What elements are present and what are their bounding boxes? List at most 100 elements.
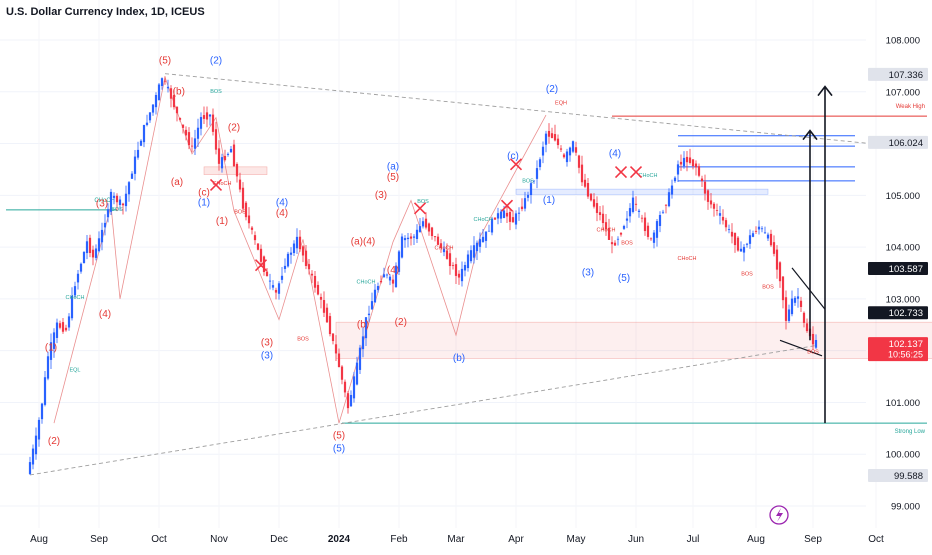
candle-body — [109, 191, 113, 212]
smc-label: EQL — [69, 367, 80, 373]
candle-body — [805, 323, 809, 332]
candle-body — [235, 163, 239, 177]
smc-label: BOS — [234, 209, 246, 215]
candle-body — [442, 248, 446, 253]
candle-body — [406, 237, 410, 240]
candle-body — [31, 448, 35, 465]
candle-body — [733, 232, 737, 246]
candle-body — [124, 193, 128, 207]
candle-body — [58, 323, 62, 328]
candle-body — [214, 129, 218, 150]
wave-label: (4) — [276, 208, 288, 219]
wave-label: (1) — [216, 216, 228, 227]
x-tick-label: Oct — [151, 534, 167, 545]
candle-body — [757, 226, 761, 230]
candle-body — [739, 248, 743, 252]
candle-body — [589, 193, 593, 201]
x-tick-label: Mar — [447, 534, 465, 545]
candle-body — [82, 251, 86, 264]
candle-body — [238, 179, 242, 190]
x-tick-label: May — [567, 534, 586, 545]
candle-body — [685, 156, 689, 163]
candle-body — [70, 295, 74, 319]
candle-body — [316, 284, 320, 295]
wave-label: (2) — [210, 55, 222, 66]
candle-body — [661, 211, 665, 213]
wave-label: (5) — [387, 172, 399, 183]
candle-body — [364, 317, 368, 339]
levels-layer: Weak High Strong Low CHoCH — [6, 104, 927, 435]
x-tick-label: Sep — [90, 534, 108, 545]
candle-body — [229, 148, 233, 153]
time-axis[interactable]: Aug Sep Oct Nov Dec 2024 Feb Mar Apr May Jun Jul Aug… — [30, 534, 884, 545]
lightning-icon[interactable] — [769, 505, 789, 525]
price-marker — [868, 67, 928, 81]
candle-body — [226, 153, 230, 155]
candle-body — [52, 332, 56, 349]
candle-body — [334, 344, 338, 354]
candle-body — [286, 253, 290, 267]
wave-label: (5) — [159, 55, 171, 66]
candle-body — [706, 190, 710, 202]
candle-body — [325, 307, 329, 323]
x-tick-label: Sep — [804, 534, 822, 545]
candle-body — [505, 212, 509, 217]
candle-body — [103, 222, 107, 228]
candle-body — [370, 301, 374, 310]
candle-body — [232, 144, 236, 167]
candle-body — [346, 393, 350, 409]
candle-body — [55, 322, 59, 338]
candle-body — [763, 232, 767, 234]
candle-body — [475, 242, 479, 252]
level-label: Weak High — [896, 104, 925, 110]
candle-body — [307, 264, 311, 270]
candle-body — [571, 141, 575, 152]
candle-body — [754, 230, 758, 232]
candle-body — [433, 236, 437, 238]
candle-body — [598, 212, 602, 215]
candle-body — [115, 195, 119, 203]
trend-line — [791, 267, 826, 310]
candle-body — [502, 210, 506, 219]
candle-body — [742, 246, 746, 253]
candle-body — [139, 140, 143, 146]
candle-body — [544, 133, 548, 145]
candle-body — [664, 204, 668, 206]
candle-body — [586, 182, 590, 197]
candle-body — [568, 147, 572, 156]
candle-body — [772, 242, 776, 254]
price-axis[interactable]: 108.000107.000106.000105.000104.000103.0… — [868, 36, 928, 513]
candle-body — [367, 313, 371, 316]
wave-label: (b) — [453, 353, 465, 364]
arrow-head — [817, 85, 833, 97]
candle-body — [673, 177, 677, 182]
candle-body — [481, 236, 485, 243]
candle-body — [373, 289, 377, 303]
candle-body — [133, 156, 137, 174]
candle-body — [604, 222, 608, 230]
candle-body — [412, 236, 416, 238]
candle-body — [409, 236, 413, 239]
candle-body — [256, 243, 260, 250]
candle-body — [394, 265, 398, 288]
candle-body — [112, 195, 116, 198]
candle-body — [553, 134, 557, 141]
candle-body — [142, 124, 146, 143]
candle-body — [337, 353, 341, 368]
candle-body — [667, 192, 671, 207]
candle-body — [718, 213, 722, 216]
candle-body — [469, 250, 473, 262]
candle-body — [466, 254, 470, 269]
wave-label: (3) — [582, 268, 594, 279]
x-mark — [509, 158, 523, 171]
candle-body — [499, 211, 503, 219]
candle-body — [130, 173, 134, 179]
candle-body — [529, 183, 533, 196]
candle-body — [703, 181, 707, 194]
candle-body — [601, 213, 605, 224]
candle-body — [709, 200, 713, 205]
candle-body — [532, 180, 536, 182]
wave-label: (2) — [48, 436, 60, 447]
smc-label: BOS — [621, 241, 633, 247]
